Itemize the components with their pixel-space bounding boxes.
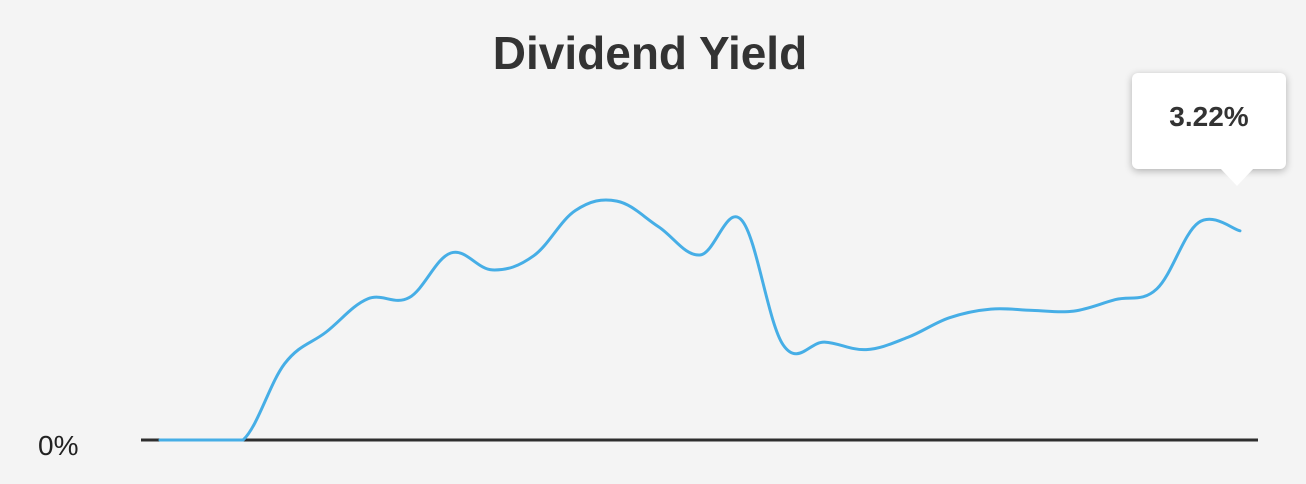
- tooltip-value: 3.22%: [1169, 101, 1249, 132]
- tooltip-pointer: [1220, 168, 1254, 186]
- series-group: [158, 198, 1242, 442]
- y-axis-tick-label: 0%: [38, 430, 79, 461]
- series-line-0: [158, 198, 1242, 442]
- value-tooltip: 3.22%: [1132, 73, 1286, 186]
- chart-title: Dividend Yield: [492, 27, 808, 79]
